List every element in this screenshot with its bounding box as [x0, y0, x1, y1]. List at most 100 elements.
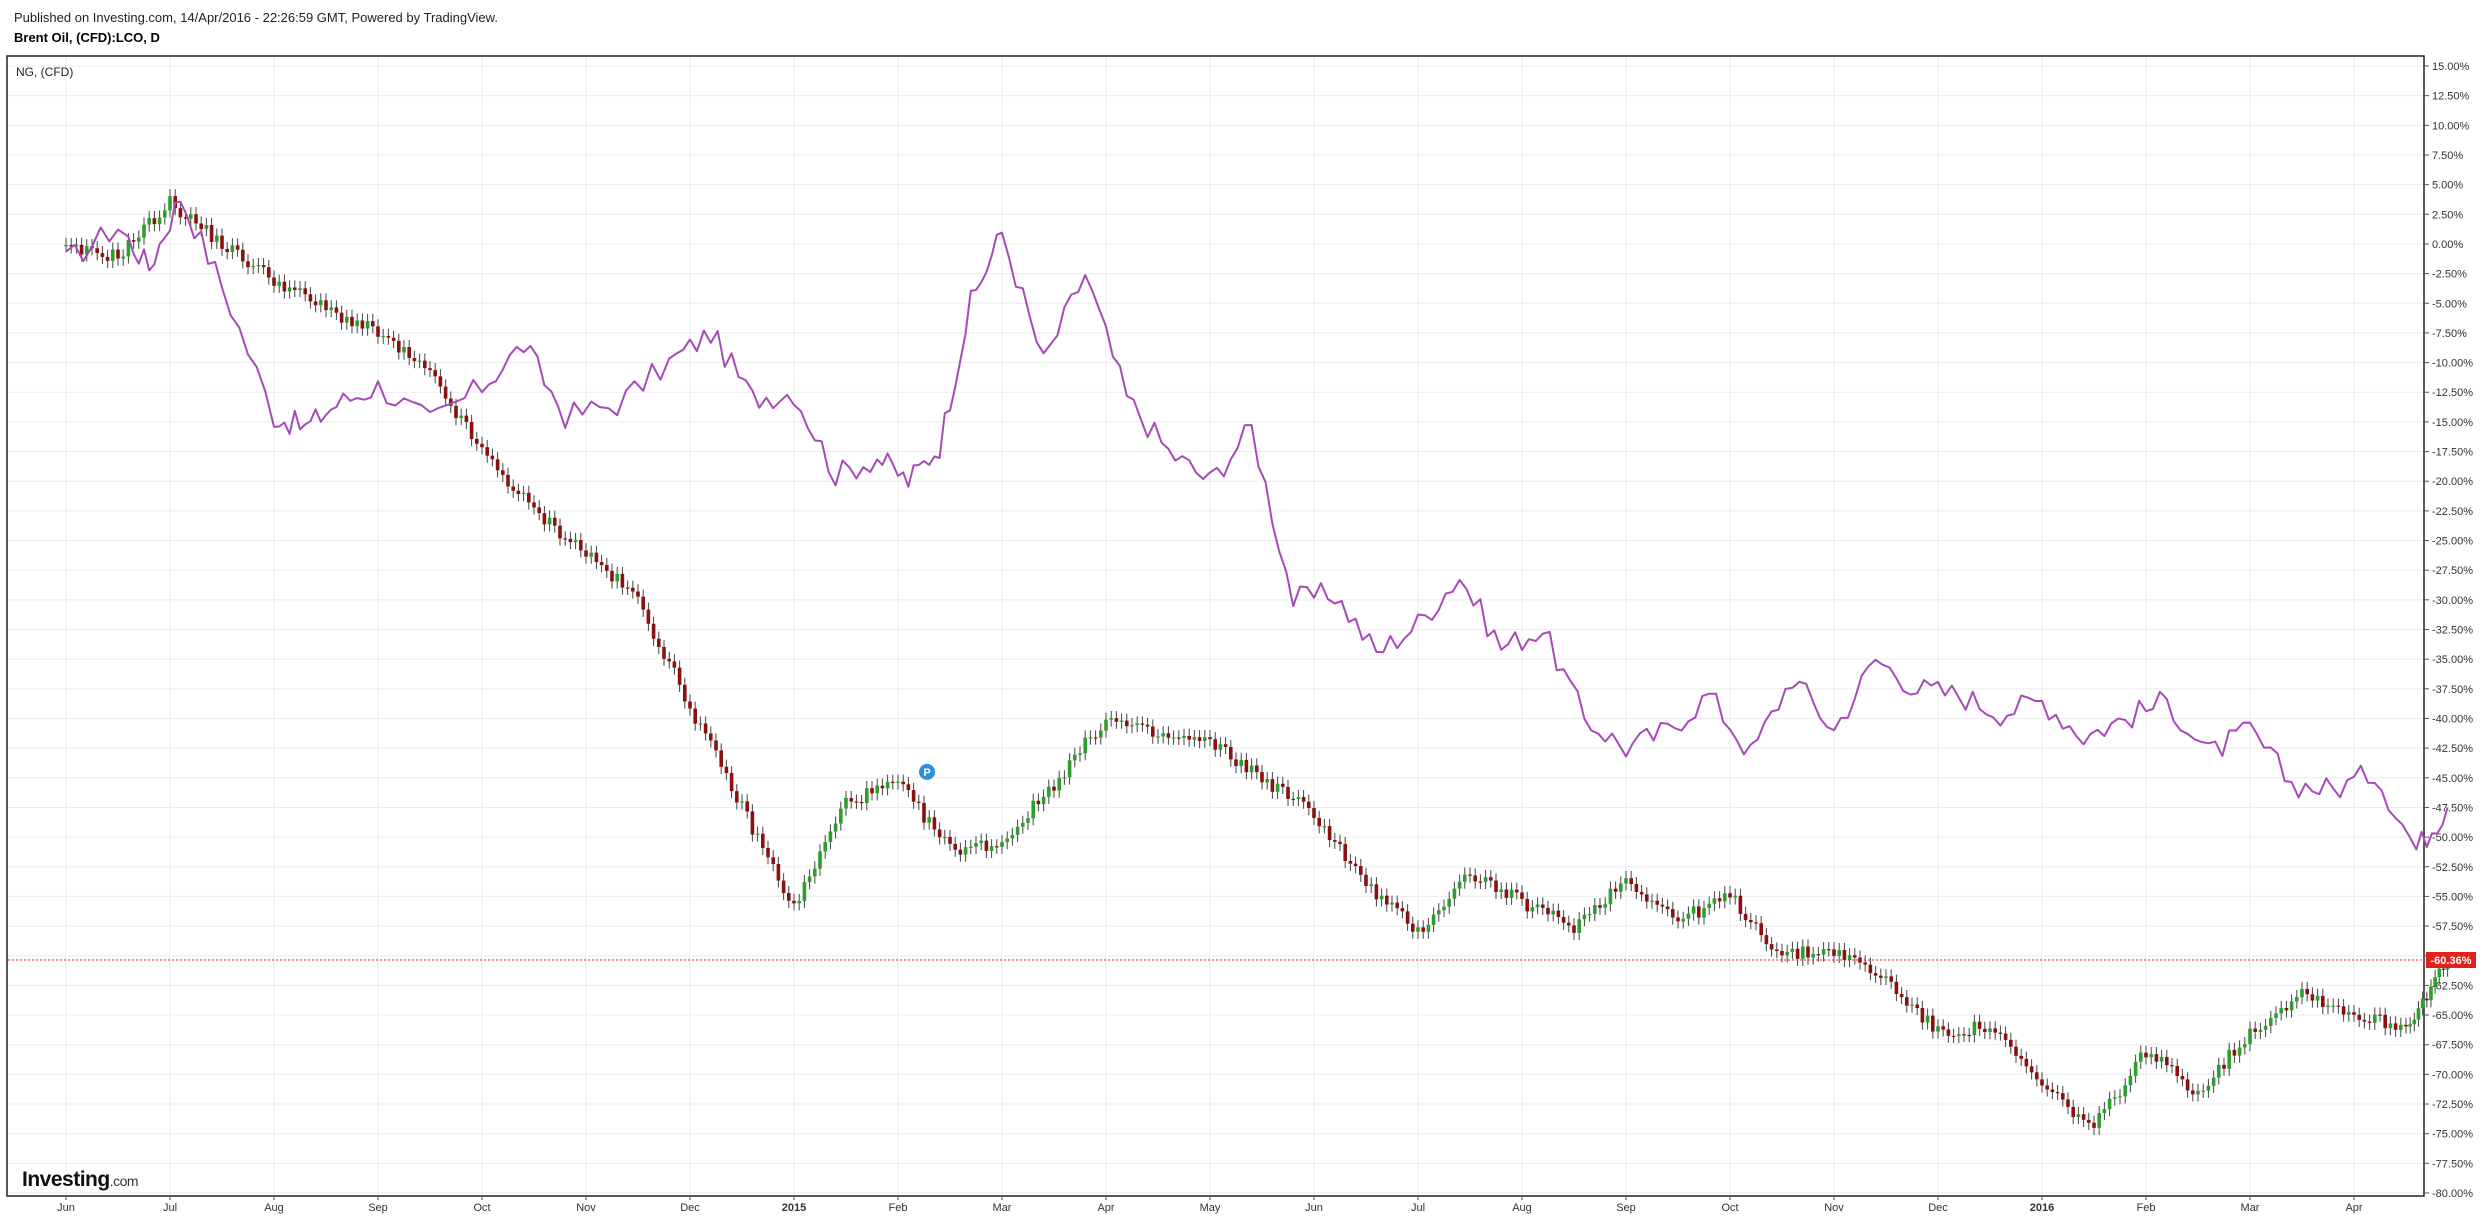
y-tick-label: 0.00%	[2432, 239, 2463, 251]
candle-body	[1556, 910, 1561, 917]
candle-body	[568, 538, 573, 543]
candle-body	[2040, 1079, 2044, 1086]
candle-body	[547, 517, 552, 525]
candle-body	[1161, 733, 1165, 737]
candle-body	[1504, 889, 1509, 898]
candle-body	[974, 843, 978, 847]
candle-body	[121, 256, 125, 259]
candle-body	[1026, 818, 1030, 823]
last-value-badge	[2426, 952, 2476, 969]
candle-body	[1587, 913, 1592, 916]
candle-body	[2009, 1039, 2013, 1047]
candle-body	[839, 808, 843, 824]
x-tick-label: Aug	[1512, 1202, 1532, 1214]
y-tick-label: -7.50%	[2432, 328, 2467, 340]
candle-body	[194, 214, 198, 224]
candle-body	[615, 573, 619, 582]
candle-body	[1119, 720, 1124, 722]
candle-body	[1811, 954, 1815, 958]
candle-body	[2416, 1008, 2421, 1020]
candle-body	[1104, 719, 1108, 731]
candle-body	[1686, 913, 1691, 919]
candle-body	[308, 294, 313, 302]
x-axis: Jun Jul Aug Sep Oct Nov Dec 2015 Feb Mar Apr May Jun…	[57, 1195, 2363, 1214]
y-tick-label: -62.50%	[2432, 980, 2473, 992]
candle-body	[381, 335, 385, 338]
candle-body	[521, 492, 526, 495]
candle-body	[1208, 737, 1212, 740]
candle-body	[2420, 998, 2425, 1009]
candle-body	[937, 829, 942, 838]
candle-body	[209, 225, 214, 243]
event-marker-circle	[919, 763, 935, 780]
candle-body	[1697, 906, 1701, 918]
candle-body	[1551, 910, 1555, 915]
candle-body	[532, 502, 536, 508]
candle-body	[1411, 923, 1415, 932]
candle-body	[230, 245, 235, 253]
candle-body	[1624, 878, 1628, 884]
candle-body	[1785, 951, 1789, 956]
candle-body	[527, 492, 531, 503]
y-tick-label: -72.50%	[2432, 1099, 2473, 1111]
candle-body	[412, 358, 417, 362]
y-tick-label: -52.50%	[2432, 862, 2473, 874]
y-tick-label: -35.00%	[2432, 654, 2473, 666]
candle-body	[2175, 1065, 2179, 1077]
candle-body	[2347, 1012, 2351, 1015]
candle-body	[948, 836, 952, 844]
candle-body	[1047, 786, 1051, 797]
candle-body	[1187, 735, 1191, 740]
last-value-layer: -60.36%	[8, 952, 2476, 969]
candle-body	[1010, 834, 1015, 839]
candle-body	[1925, 1015, 1930, 1023]
candle-body	[792, 900, 796, 904]
y-tick-label: 15.00%	[2432, 61, 2470, 73]
candle-body	[646, 609, 651, 624]
candle-body	[2211, 1077, 2216, 1086]
candle-body	[2341, 1006, 2346, 1015]
last-value-label: -60.36%	[2431, 955, 2472, 967]
candle-body	[501, 470, 505, 475]
candle-body	[1203, 737, 1207, 741]
candle-body	[1530, 907, 1535, 912]
candle-body	[1520, 892, 1524, 899]
candle-body	[579, 540, 583, 551]
candle-body	[1088, 737, 1093, 739]
candle-body	[1083, 737, 1087, 754]
candle-body	[1983, 1028, 1987, 1032]
candle-body	[423, 360, 427, 369]
candle-body	[1821, 949, 1826, 955]
brent-candles	[64, 188, 2450, 1135]
candle-body	[1681, 918, 1685, 922]
y-tick-label: -25.00%	[2432, 536, 2473, 548]
candle-body	[142, 224, 146, 238]
candle-body	[2113, 1097, 2117, 1099]
candle-body	[1317, 817, 1321, 827]
x-tick-label: Dec	[680, 1202, 700, 1214]
candle-body	[438, 376, 443, 387]
candle-body	[454, 405, 458, 419]
candle-body	[1140, 723, 1145, 725]
x-tick-label: Nov	[1824, 1202, 1844, 1214]
candle-body	[1915, 1004, 1919, 1009]
candle-body	[443, 386, 448, 399]
candle-body	[625, 587, 630, 589]
y-tick-label: -32.50%	[2432, 625, 2473, 637]
candle-body	[1603, 904, 1607, 908]
candle-body	[1416, 927, 1420, 932]
event-marker[interactable]: P	[919, 763, 935, 780]
candle-body	[1177, 737, 1181, 739]
candle-body	[1650, 900, 1654, 902]
candle-body	[1868, 964, 1873, 974]
candle-body	[1182, 735, 1186, 738]
candle-body	[984, 840, 989, 851]
y-tick-label: -57.50%	[2432, 921, 2473, 933]
candle-body	[204, 225, 209, 230]
x-tick-label: Feb	[889, 1202, 908, 1214]
candle-body	[620, 573, 625, 588]
event-marker-label: P	[923, 767, 930, 779]
candle-body	[573, 540, 578, 543]
candle-body	[979, 840, 983, 844]
